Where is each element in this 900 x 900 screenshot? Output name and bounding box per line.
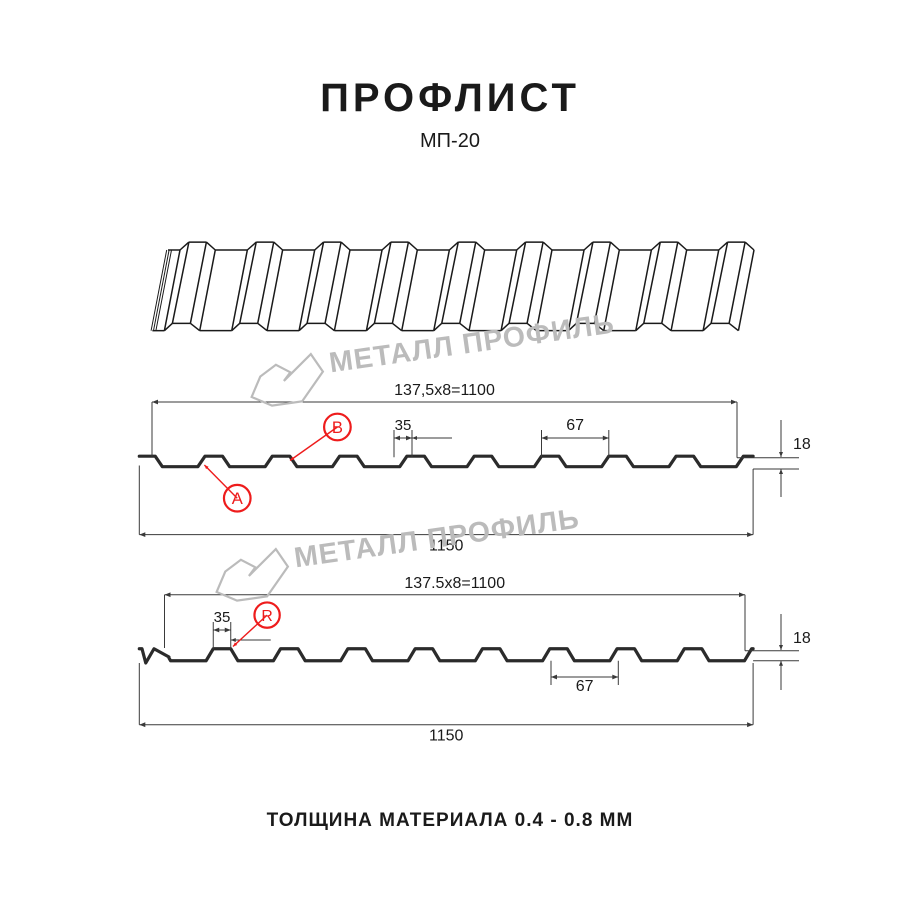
svg-text:B: B xyxy=(332,418,343,437)
svg-text:18: 18 xyxy=(793,630,811,647)
svg-text:МЕТАЛЛ ПРОФИЛЬ: МЕТАЛЛ ПРОФИЛЬ xyxy=(292,503,581,575)
svg-text:67: 67 xyxy=(576,678,594,695)
svg-text:67: 67 xyxy=(566,417,584,434)
svg-text:35: 35 xyxy=(395,417,412,434)
svg-text:1150: 1150 xyxy=(429,728,464,745)
svg-text:35: 35 xyxy=(214,609,231,626)
svg-text:R: R xyxy=(261,608,272,625)
svg-text:A: A xyxy=(232,489,244,508)
svg-text:137,5x8=1100: 137,5x8=1100 xyxy=(394,382,495,399)
svg-text:137.5x8=1100: 137.5x8=1100 xyxy=(404,575,505,592)
svg-text:18: 18 xyxy=(793,436,811,453)
